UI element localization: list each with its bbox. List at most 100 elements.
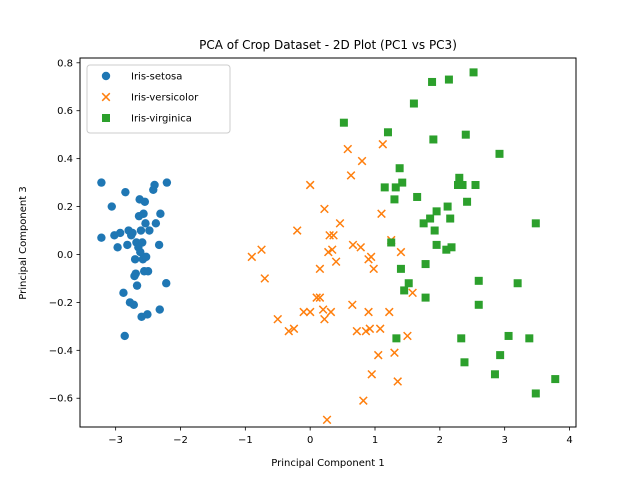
data-point-series-2 bbox=[404, 279, 413, 288]
plot-area bbox=[97, 68, 560, 425]
data-point-series-0 bbox=[145, 226, 154, 235]
data-point-series-2 bbox=[442, 245, 451, 254]
data-point-series-2 bbox=[474, 300, 483, 309]
data-point-series-0 bbox=[107, 202, 116, 211]
data-point-series-1 bbox=[359, 396, 368, 405]
data-point-series-0 bbox=[121, 187, 130, 197]
data-point-series-2 bbox=[525, 334, 534, 343]
data-point-series-2 bbox=[387, 238, 396, 247]
y-tick-label: 0.6 bbox=[57, 106, 73, 117]
y-tick-label: −0.2 bbox=[49, 298, 73, 309]
legend-marker-0 bbox=[101, 71, 111, 81]
x-tick-label: 4 bbox=[566, 435, 572, 446]
y-axis-label: Principal Component 3 bbox=[18, 186, 29, 299]
data-point-series-2 bbox=[421, 260, 430, 269]
data-point-series-2 bbox=[513, 279, 522, 288]
data-point-series-1 bbox=[352, 326, 362, 336]
data-point-series-1 bbox=[366, 252, 376, 262]
data-point-series-1 bbox=[346, 171, 356, 180]
data-point-series-2 bbox=[446, 214, 455, 223]
data-point-series-1 bbox=[273, 314, 283, 324]
data-point-series-0 bbox=[129, 300, 139, 309]
data-point-series-2 bbox=[461, 130, 470, 139]
x-tick-label: 2 bbox=[437, 435, 443, 446]
data-point-series-0 bbox=[154, 240, 164, 250]
data-point-series-2 bbox=[429, 135, 438, 144]
data-point-series-1 bbox=[322, 415, 332, 425]
data-point-series-2 bbox=[444, 75, 453, 84]
x-tick-label: 0 bbox=[307, 435, 313, 446]
data-point-series-2 bbox=[531, 389, 540, 398]
data-point-series-1 bbox=[390, 348, 399, 358]
data-point-series-0 bbox=[130, 255, 140, 264]
data-point-series-1 bbox=[396, 247, 406, 257]
data-point-series-1 bbox=[315, 264, 325, 274]
data-point-series-0 bbox=[162, 178, 172, 187]
x-tick-label: −2 bbox=[173, 435, 188, 446]
data-point-series-1 bbox=[315, 293, 325, 302]
data-point-series-1 bbox=[373, 350, 383, 360]
data-point-series-1 bbox=[364, 307, 373, 317]
data-point-series-0 bbox=[136, 226, 146, 235]
data-point-series-1 bbox=[289, 324, 299, 334]
data-point-series-2 bbox=[490, 370, 499, 379]
data-point-series-2 bbox=[455, 173, 464, 182]
data-point-series-1 bbox=[325, 230, 334, 240]
data-point-series-2 bbox=[432, 240, 441, 249]
data-point-series-2 bbox=[419, 219, 428, 228]
data-point-series-1 bbox=[318, 305, 328, 314]
data-point-series-2 bbox=[426, 214, 435, 223]
data-point-series-0 bbox=[136, 247, 145, 257]
data-point-series-2 bbox=[390, 195, 399, 204]
data-point-series-2 bbox=[469, 68, 478, 77]
data-point-series-1 bbox=[260, 274, 270, 283]
data-point-series-1 bbox=[378, 139, 388, 149]
data-point-series-0 bbox=[143, 267, 153, 276]
data-point-series-0 bbox=[138, 238, 147, 247]
legend: Iris-setosa Iris-versicolor Iris-virginica bbox=[86, 64, 231, 134]
legend-marker-2 bbox=[102, 114, 110, 122]
data-point-series-2 bbox=[443, 202, 452, 211]
legend-marker-1 bbox=[101, 92, 111, 102]
data-point-series-2 bbox=[428, 77, 437, 86]
data-point-series-1 bbox=[326, 307, 336, 317]
data-point-series-0 bbox=[150, 180, 159, 190]
data-point-series-1 bbox=[323, 247, 333, 257]
data-point-series-1 bbox=[347, 300, 357, 310]
y-tick-label: −0.6 bbox=[49, 394, 73, 405]
data-point-series-2 bbox=[495, 149, 504, 158]
data-point-series-0 bbox=[119, 288, 128, 298]
y-axis: −0.6 −0.4 −0.2 0.0 0.2 0.4 0.6 0.8 bbox=[49, 58, 80, 405]
data-point-series-2 bbox=[460, 358, 469, 367]
data-point-series-2 bbox=[496, 351, 505, 360]
legend-label-1: Iris-versicolor bbox=[131, 93, 199, 104]
data-point-series-1 bbox=[292, 226, 302, 235]
x-axis-label: Principal Component 1 bbox=[271, 458, 384, 469]
legend-label-2: Iris-virginica bbox=[131, 114, 192, 125]
data-point-series-1 bbox=[329, 230, 338, 240]
data-point-series-1 bbox=[384, 307, 394, 317]
data-point-series-1 bbox=[320, 204, 329, 214]
data-point-series-0 bbox=[115, 228, 125, 238]
data-point-series-2 bbox=[421, 293, 430, 302]
data-point-series-0 bbox=[141, 252, 151, 262]
data-point-series-2 bbox=[430, 226, 439, 235]
data-point-series-2 bbox=[504, 331, 513, 340]
data-point-series-0 bbox=[120, 331, 129, 341]
data-point-series-2 bbox=[453, 180, 462, 189]
data-point-series-1 bbox=[320, 314, 329, 324]
y-tick-label: 0.2 bbox=[57, 202, 73, 213]
data-point-series-1 bbox=[284, 326, 294, 336]
data-point-series-2 bbox=[413, 192, 422, 201]
axes-frame bbox=[79, 57, 577, 428]
data-point-series-2 bbox=[396, 264, 405, 273]
data-point-series-1 bbox=[403, 331, 412, 341]
data-point-series-0 bbox=[141, 219, 150, 228]
data-point-series-0 bbox=[140, 197, 150, 206]
data-point-series-1 bbox=[343, 144, 353, 154]
data-point-series-1 bbox=[247, 252, 257, 262]
data-point-series-1 bbox=[377, 209, 386, 219]
data-point-series-2 bbox=[383, 128, 392, 137]
data-point-series-1 bbox=[408, 288, 417, 298]
